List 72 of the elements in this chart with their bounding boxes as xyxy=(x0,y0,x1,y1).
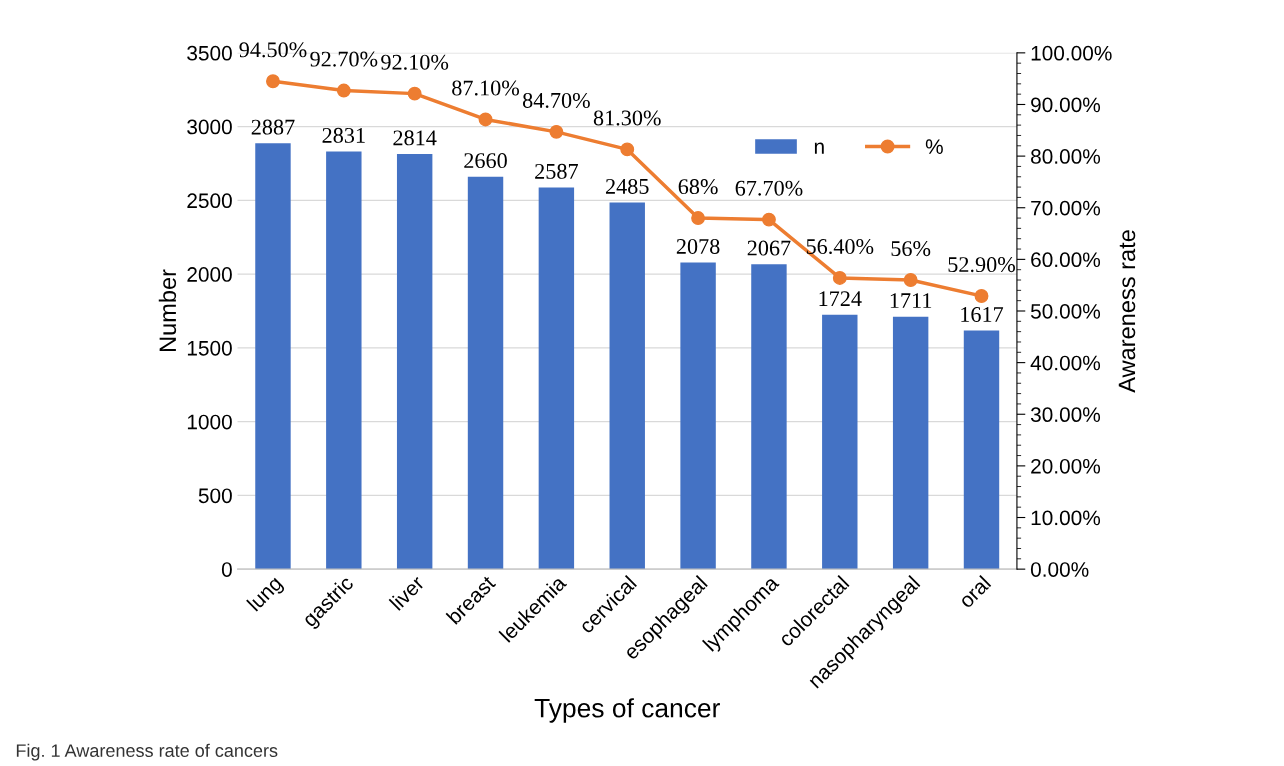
y-tick-label: 0 xyxy=(221,562,232,577)
y2-tick-label: 60.00% xyxy=(1031,252,1101,268)
caption: Fig. 1 Awareness rate of cancers xyxy=(16,743,278,761)
data-label: 92.10% xyxy=(381,54,449,70)
y2-tick-label: 100.00% xyxy=(1031,45,1112,61)
data-label: 2660 xyxy=(464,153,507,169)
data-label: 68% xyxy=(678,179,718,195)
y-tick-label: 500 xyxy=(198,488,232,504)
data-label: 87.10% xyxy=(452,80,520,96)
y-tick-label: 3500 xyxy=(187,45,232,61)
x-axis-title: Types of cancer xyxy=(534,698,720,723)
data-label: 1724 xyxy=(819,291,862,306)
data-label: 2887 xyxy=(251,119,295,135)
bar xyxy=(326,151,362,570)
bar xyxy=(892,316,929,570)
y2-tick-label: 20.00% xyxy=(1031,458,1101,474)
data-label: 56% xyxy=(891,241,931,257)
point xyxy=(549,124,564,139)
data-label: 1711 xyxy=(890,293,932,308)
point xyxy=(832,271,847,285)
bar xyxy=(609,202,645,570)
data-label: 67.70% xyxy=(735,180,803,196)
data-label: 2831 xyxy=(322,127,365,143)
y-axis-title: Number xyxy=(158,269,177,352)
x-tick-label: liver xyxy=(388,574,426,611)
data-label: 84.70% xyxy=(522,92,590,108)
y2-tick-label: 10.00% xyxy=(1031,510,1101,526)
y2-tick-label: 50.00% xyxy=(1030,304,1101,319)
data-label: 2485 xyxy=(605,178,649,194)
bar xyxy=(396,154,433,570)
data-label: 2067 xyxy=(747,240,791,256)
y-tick-label: 2000 xyxy=(187,267,232,282)
legend-label: n xyxy=(814,142,824,154)
y2-tick-label: 80.00% xyxy=(1031,149,1101,164)
point xyxy=(691,211,706,226)
y2-tick-label: 90.00% xyxy=(1031,97,1101,113)
x-tick-label: lung xyxy=(246,574,286,615)
data-label: 2078 xyxy=(676,238,720,254)
legend-label: % xyxy=(925,139,943,154)
y2-axis-title: Awareness rate xyxy=(1118,230,1136,393)
bar xyxy=(255,143,291,570)
point xyxy=(266,74,280,89)
point xyxy=(336,83,351,98)
y2-tick-label: 70.00% xyxy=(1031,200,1101,216)
y-tick-label: 1000 xyxy=(187,414,232,430)
data-label: 2814 xyxy=(393,130,437,146)
point xyxy=(478,112,493,127)
data-label: 2587 xyxy=(535,163,578,179)
y-tick-label: 2500 xyxy=(187,193,232,209)
data-label: 94.50% xyxy=(239,42,307,58)
y-tick-label: 3000 xyxy=(187,119,232,135)
bar xyxy=(963,330,1000,570)
x-tick-label: oral xyxy=(957,574,992,609)
bar xyxy=(467,176,504,570)
point xyxy=(620,142,635,157)
y2-tick-label: 40.00% xyxy=(1030,355,1101,371)
data-label: 92.70% xyxy=(310,51,378,67)
data-label: 1617 xyxy=(961,307,1004,322)
data-label: 52.90% xyxy=(948,257,1015,273)
point xyxy=(903,273,918,287)
bar xyxy=(822,314,858,570)
y2-tick-label: 30.00% xyxy=(1030,407,1101,423)
bar xyxy=(751,264,787,570)
data-label: 81.30% xyxy=(593,110,661,126)
data-label: 56.40% xyxy=(806,239,874,255)
point xyxy=(761,212,776,227)
bar xyxy=(680,262,716,570)
point xyxy=(974,289,989,303)
y2-tick-label: 0.00% xyxy=(1030,562,1089,577)
point xyxy=(407,86,422,101)
bar xyxy=(538,187,575,570)
y-tick-label: 1500 xyxy=(187,340,232,356)
